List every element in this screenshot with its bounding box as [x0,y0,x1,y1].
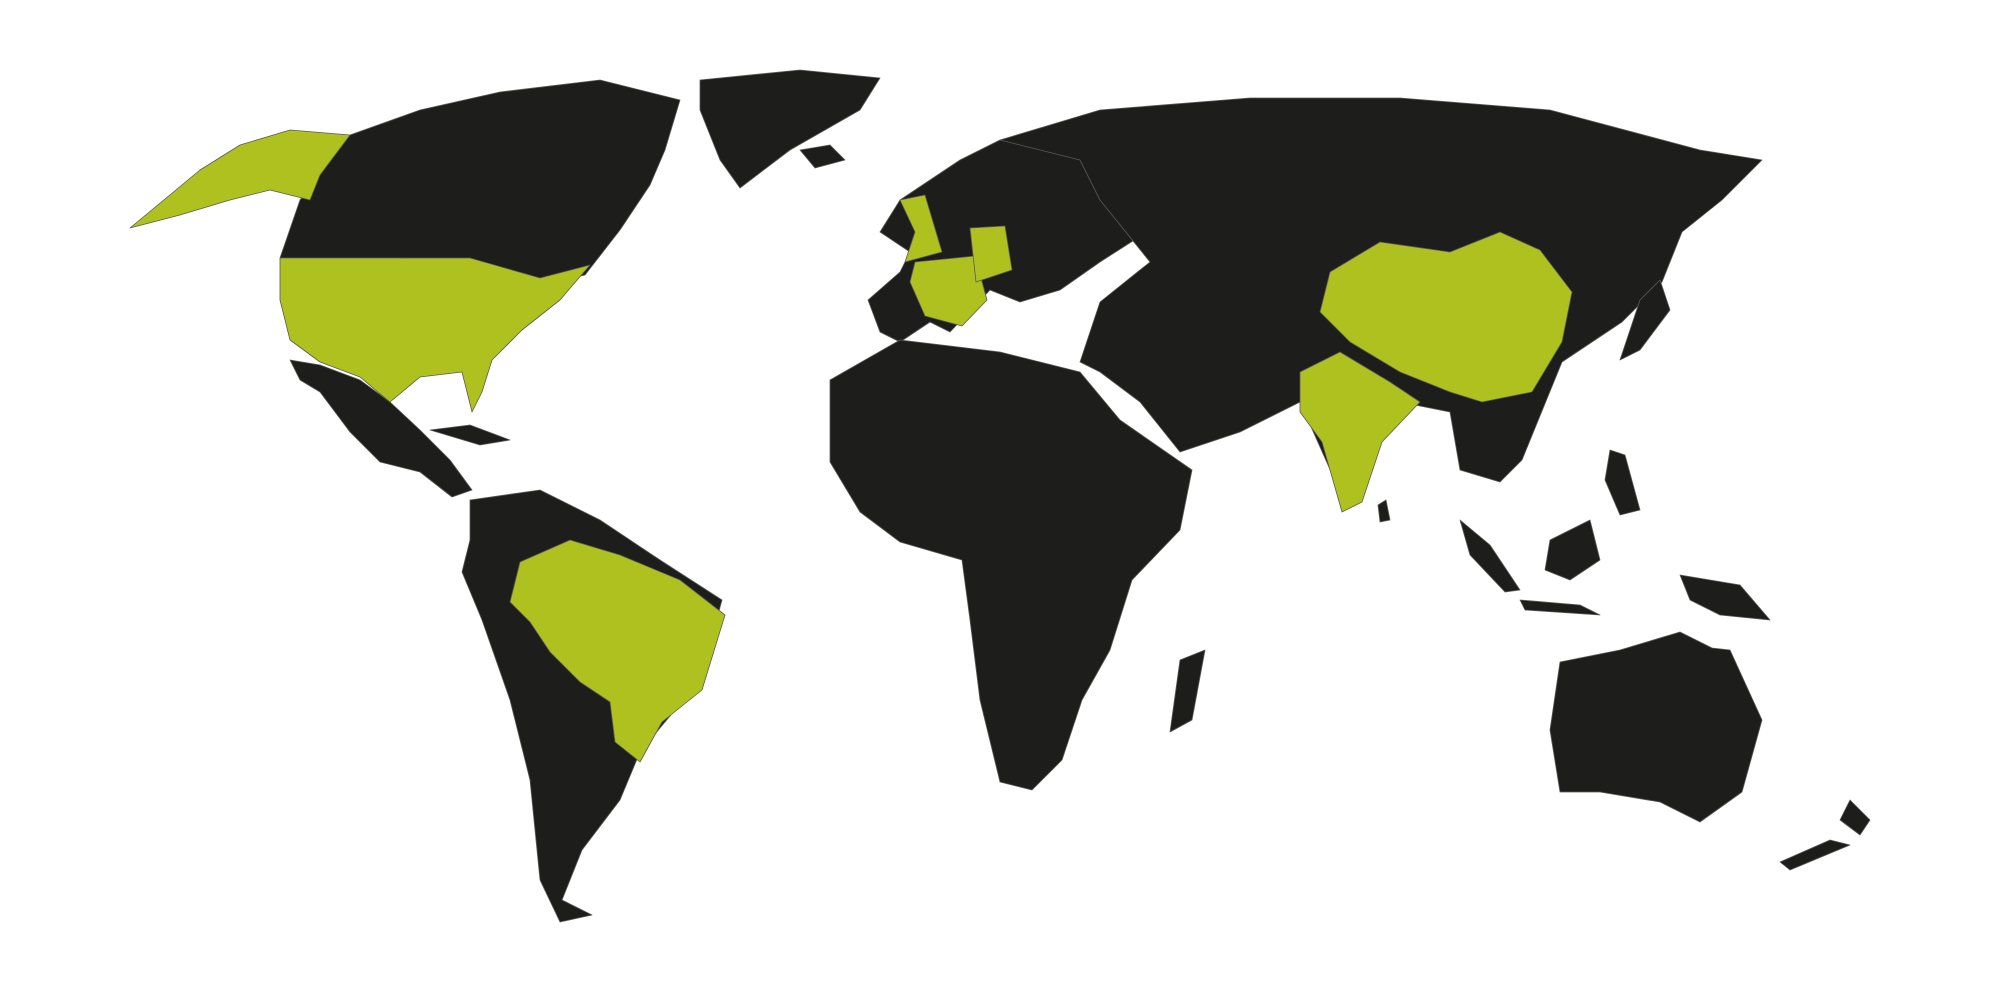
china [1319,231,1573,403]
india [1299,351,1421,513]
japan [1619,279,1671,361]
philippines [1604,449,1641,516]
usa [279,257,591,413]
mexico-central-america [289,359,473,498]
uk [899,194,943,263]
new-zealand-south [1779,839,1851,871]
caribbean [429,424,511,446]
indonesia-sumatra [1459,519,1521,593]
usa-alaska [129,129,351,229]
highlight-layer [129,129,1573,763]
indonesia-borneo [1544,519,1601,581]
africa [829,339,1193,791]
greenland [699,69,881,189]
australia [1549,631,1763,823]
brazil [509,539,726,763]
indonesia-java [1519,599,1601,616]
canada [279,79,681,301]
new-zealand [1839,799,1871,836]
iceland [799,144,846,169]
sri-lanka [1377,499,1391,523]
new-guinea [1679,574,1771,621]
madagascar [1169,649,1206,733]
germany [969,225,1013,283]
